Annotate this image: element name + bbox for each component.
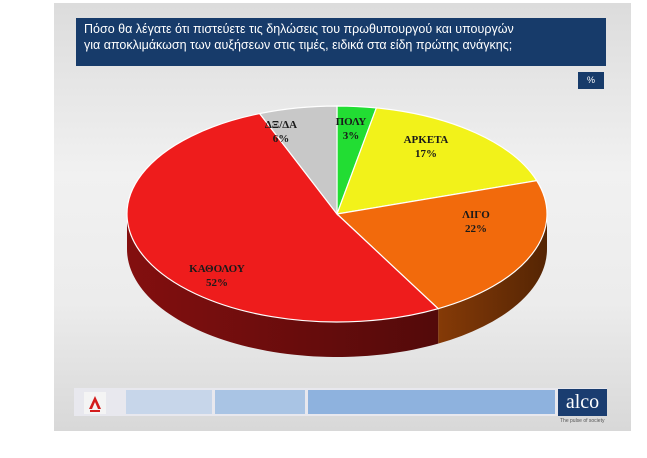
slice-value-label: 17% xyxy=(415,148,437,160)
footer-segment xyxy=(215,390,305,414)
pie-slice-4 xyxy=(258,105,338,216)
slice-value-label: 52% xyxy=(206,277,228,289)
slice-value-label: 6% xyxy=(273,133,290,145)
title-line-1: Πόσο θα λέγατε ότι πιστεύετε τις δηλώσει… xyxy=(84,22,514,36)
footer-segment xyxy=(126,390,212,414)
slice-label: ΛΙΓΟ xyxy=(462,209,490,221)
pie-slice-side xyxy=(127,214,439,357)
slice-value-label: 3% xyxy=(343,130,360,142)
footer-segment xyxy=(308,390,555,414)
pie-slice-2 xyxy=(335,179,548,310)
brand-tagline: The pulse of society xyxy=(560,418,605,424)
pie-slice-3 xyxy=(126,112,440,323)
pie-slice-1 xyxy=(336,107,538,215)
slice-label: ΚΑΘΟΛΟΥ xyxy=(189,263,245,275)
slice-label: ΔΞ/ΔΑ xyxy=(265,119,297,131)
unit-badge: % xyxy=(578,72,604,89)
slice-label: ΑΡΚΕΤΑ xyxy=(404,134,449,146)
slice-label: ΠΟΛΥ xyxy=(336,116,367,128)
pie-slice-side xyxy=(438,214,547,344)
alco-logo: alco xyxy=(558,389,607,416)
chart-title: Πόσο θα λέγατε ότι πιστεύετε τις δηλώσει… xyxy=(76,18,606,66)
alpha-news-logo-icon xyxy=(84,392,106,414)
slice-value-label: 22% xyxy=(465,223,487,235)
title-line-2: για αποκλιμάκωση των αυξήσεων στις τιμές… xyxy=(84,38,513,52)
